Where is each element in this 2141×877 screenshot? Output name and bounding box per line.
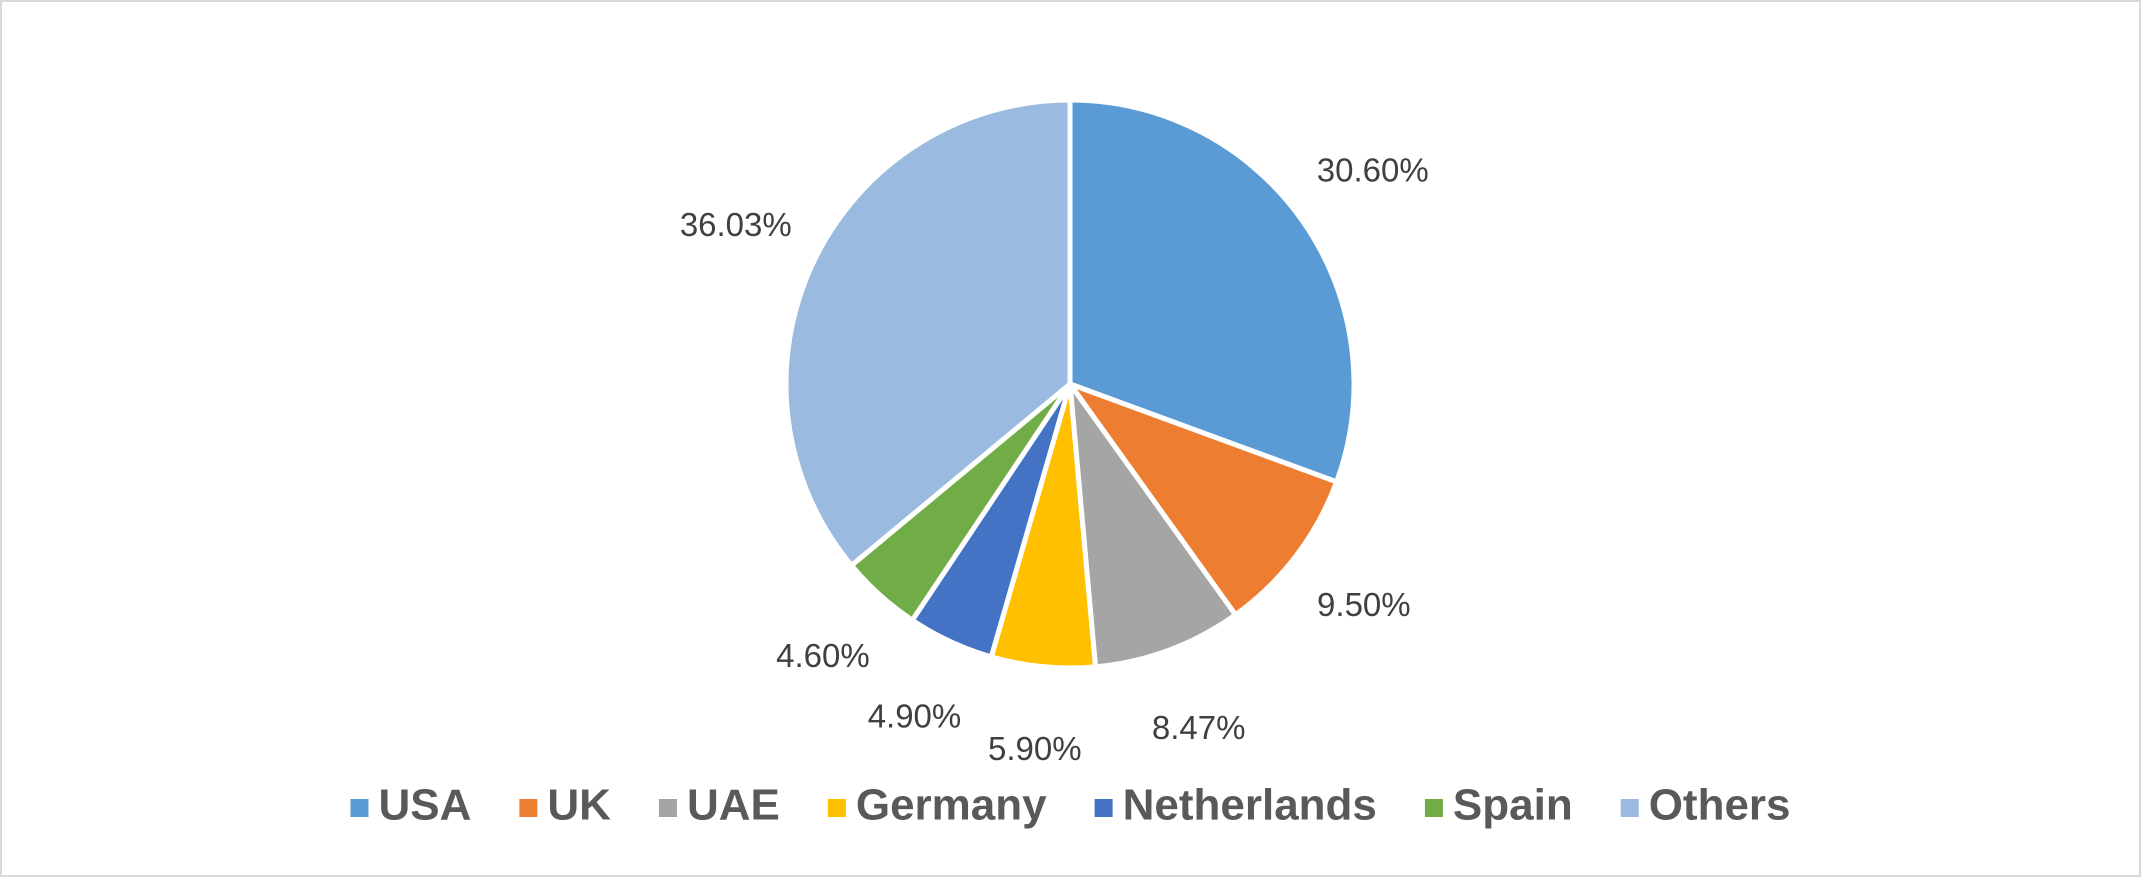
legend-label: Netherlands [1123,781,1377,830]
legend-label: UAE [687,781,780,830]
legend-swatch [350,799,369,817]
data-label: 4.60% [776,637,870,674]
legend-label: Spain [1453,781,1573,830]
pie-slice [1066,375,1239,670]
legend-swatch [658,799,677,817]
legend: USA UK UAE Germany Netherlands Spain Others [350,781,1791,830]
data-label: 9.50% [1317,586,1411,623]
legend-swatch [1424,799,1443,817]
legend-swatch [519,799,538,817]
legend-label: USA [378,781,471,830]
legend-swatch [827,799,846,817]
legend-label: Others [1649,781,1791,830]
data-label: 30.60% [1317,151,1429,188]
data-label: 4.90% [868,698,962,735]
pie-slice [1067,97,1357,486]
legend-swatch [1620,799,1639,817]
legend-label: Germany [856,781,1047,830]
data-label: 5.90% [988,730,1082,767]
data-label: 36.03% [680,206,792,243]
legend-swatch [1094,799,1113,817]
data-label: 8.47% [1152,709,1246,746]
pie-slice [1063,378,1340,619]
pie-slice [783,97,1073,569]
legend-label: UK [547,781,611,830]
